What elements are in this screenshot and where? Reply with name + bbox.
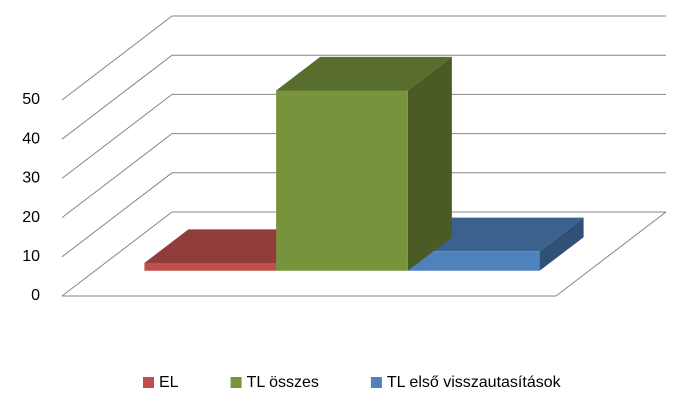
legend-label: EL [159, 374, 179, 391]
y-tick-label: 20 [22, 209, 40, 226]
legend-label: TL összes [247, 374, 319, 391]
legend-swatch [143, 377, 154, 388]
legend-swatch [230, 377, 242, 388]
floor [555, 211, 667, 297]
bar-front [276, 90, 408, 271]
grid-line [61, 211, 666, 297]
bar-front [144, 262, 277, 271]
bar-side [407, 56, 452, 271]
grid-line [61, 172, 666, 258]
bar-side [539, 217, 584, 271]
legend-item: TL első visszautasítások [370, 374, 562, 391]
y-tick-label: 50 [22, 91, 40, 108]
y-tick-label: 0 [31, 287, 40, 304]
bar-front [407, 251, 540, 271]
grid-line [61, 15, 666, 101]
bar [276, 56, 452, 271]
bar-top [276, 56, 452, 91]
y-tick-label: 30 [22, 170, 40, 187]
grid-line [61, 54, 666, 140]
grid-line [61, 93, 666, 179]
legend-item: EL [143, 374, 179, 391]
y-tick-label: 10 [22, 248, 40, 265]
legend-label: TL első visszautasítások [387, 374, 562, 391]
legend-item: TL összes [230, 374, 319, 391]
legend-swatch [370, 377, 382, 388]
y-tick-label: 40 [22, 130, 40, 147]
grid-line [61, 133, 666, 218]
